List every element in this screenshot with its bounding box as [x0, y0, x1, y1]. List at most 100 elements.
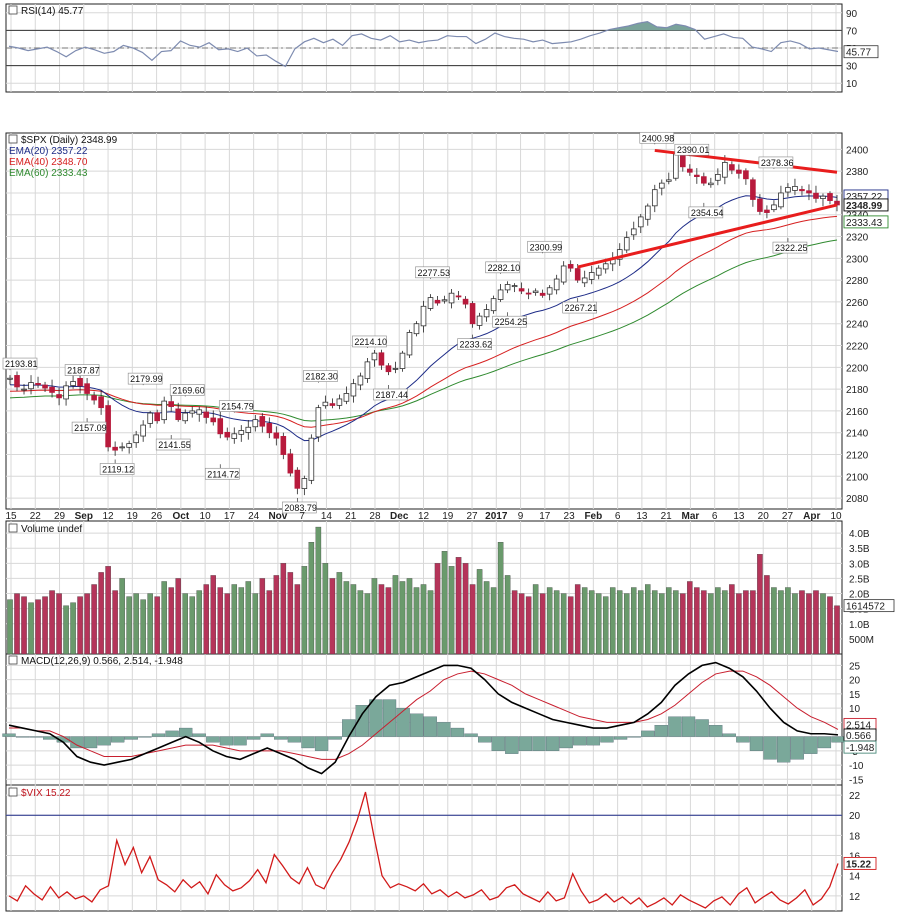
macd-histogram-bar — [464, 733, 478, 737]
volume-bar — [14, 593, 20, 655]
candle-body — [84, 383, 90, 394]
volume-bar — [455, 557, 462, 655]
candle-body — [448, 292, 455, 304]
macd-histogram-bar — [668, 716, 682, 737]
annotation-label: 2390.01 — [677, 145, 710, 155]
candle-body — [280, 436, 287, 455]
volume-bar — [168, 587, 174, 655]
rsi-line — [8, 20, 839, 68]
x-tick-label: Apr — [803, 511, 820, 522]
volume-bar — [105, 566, 111, 655]
candle-body — [329, 403, 336, 406]
volume-bar — [420, 584, 427, 655]
macd-tick-label: 15 — [849, 690, 861, 701]
candle-body — [147, 412, 153, 424]
candle-body — [28, 382, 34, 390]
volume-bar — [778, 590, 784, 655]
candle-body — [154, 412, 160, 422]
volume-bar — [799, 590, 805, 655]
volume-bar — [434, 563, 441, 655]
candle-body — [42, 384, 48, 389]
annotation-label: 2322.25 — [775, 243, 808, 253]
macd-histogram-bar — [246, 736, 261, 740]
candle-body — [413, 323, 420, 335]
macd-histogram-bar — [219, 736, 234, 746]
candle-body — [189, 410, 196, 414]
vix-tick-label: 20 — [849, 811, 861, 822]
volume-bar — [329, 578, 336, 655]
macd-histogram-bar — [138, 736, 152, 738]
candle-body — [434, 299, 441, 304]
volume-bar — [553, 590, 560, 655]
annotation-box — [639, 131, 675, 144]
volume-bar — [652, 590, 658, 655]
x-tick-label: Feb — [584, 511, 602, 522]
x-tick-label: 21 — [661, 511, 673, 522]
macd-histogram-bar — [532, 736, 546, 751]
price-tick-label: 2120 — [846, 451, 869, 462]
candle-body — [252, 419, 259, 428]
annotation-label: 2254.25 — [495, 317, 528, 327]
volume-bar — [701, 590, 707, 655]
volume-bar — [764, 575, 770, 655]
candle-body — [806, 190, 812, 194]
volume-bar — [525, 596, 532, 655]
volume-title: Volume undef — [8, 523, 82, 535]
annotation-label: 2378.36 — [761, 158, 794, 168]
volume-bar — [7, 599, 13, 655]
x-tick-label: 14 — [321, 511, 333, 522]
volume-bar — [266, 590, 273, 655]
ema40-line — [9, 215, 838, 428]
macd-histogram-bar — [410, 713, 424, 737]
macd-tick-label: -10 — [849, 761, 864, 772]
volume-bar — [154, 596, 160, 655]
macd-value-box — [843, 740, 877, 754]
volume-bar — [98, 572, 104, 655]
volume-bar — [63, 605, 69, 655]
macd-histogram-bar — [165, 730, 179, 737]
volume-bar — [343, 581, 350, 655]
volume-bar — [645, 584, 651, 655]
candle-body — [217, 418, 224, 435]
volume-bar — [631, 587, 637, 655]
macd-tick-label: 10 — [849, 704, 861, 715]
volume-bar — [827, 596, 833, 655]
price-value-box — [843, 198, 889, 212]
macd-line — [8, 661, 839, 775]
volume-bar — [623, 593, 630, 655]
volume-bar — [518, 593, 525, 655]
macd-histogram-bar — [179, 727, 193, 737]
annotation-label: 2300.99 — [530, 242, 563, 252]
volume-bar — [595, 593, 602, 655]
volume-bar — [497, 542, 504, 655]
volume-bar — [49, 590, 55, 655]
macd-histogram-bar — [641, 730, 655, 737]
volume-bar — [834, 605, 840, 655]
candle-body — [708, 182, 714, 186]
candle-body — [371, 352, 378, 361]
volume-value-box — [843, 599, 895, 613]
volume-bar — [567, 596, 574, 655]
x-tick-label: 2017 — [485, 511, 508, 522]
candle-body — [126, 443, 132, 448]
price-tick-label: 2100 — [846, 472, 869, 483]
price-value-label: 2357.22 — [846, 192, 883, 203]
macd-tick-label: 25 — [849, 661, 861, 672]
x-tick-label: Dec — [390, 511, 409, 522]
volume-bar — [210, 575, 216, 655]
candle-body — [287, 453, 294, 474]
candle-body — [764, 209, 770, 213]
macd-histogram-bar — [260, 733, 274, 737]
candle-body — [743, 170, 749, 180]
macd-histogram-bar — [355, 705, 369, 737]
x-tick-label: 9 — [518, 511, 524, 522]
volume-bar — [504, 575, 511, 655]
macd-histogram-bar — [314, 736, 329, 751]
x-tick-label: Mar — [682, 511, 700, 522]
volume-bar — [371, 578, 378, 655]
rsi-value-label: 45.77 — [846, 48, 871, 59]
annotation-label: 2141.55 — [158, 440, 191, 450]
volume-bar — [406, 578, 413, 655]
volume-bar — [287, 572, 294, 655]
x-tick-label: 19 — [127, 511, 139, 522]
